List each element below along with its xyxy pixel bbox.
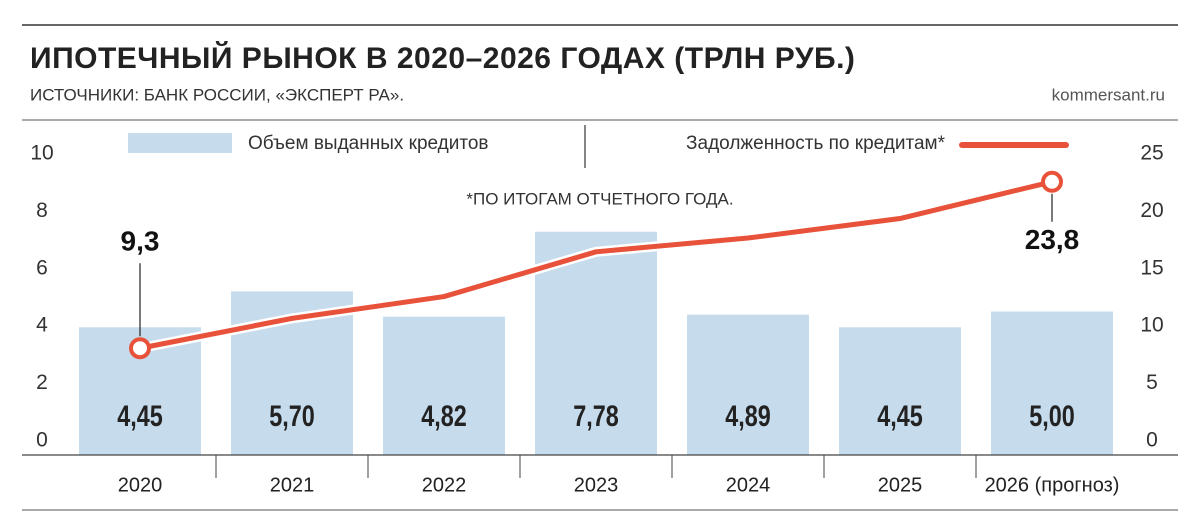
x-tick-label: 2021 <box>270 474 315 496</box>
bar <box>383 316 505 455</box>
x-tick-label: 2022 <box>422 474 467 496</box>
y2-tick-label: 0 <box>1146 429 1158 452</box>
x-tick-label: 2023 <box>574 474 619 496</box>
y-tick-label: 10 <box>30 142 53 165</box>
line-value-label: 23,8 <box>1025 224 1080 255</box>
x-tick-label: 2026 (прогноз) <box>985 474 1120 496</box>
x-tick-label: 2025 <box>878 474 923 496</box>
bar-value-label: 4,89 <box>725 399 771 432</box>
y2-tick-label: 15 <box>1140 256 1163 279</box>
y-tick-label: 8 <box>36 199 48 222</box>
chart-title: ИПОТЕЧНЫЙ РЫНОК В 2020–2026 ГОДАХ (ТРЛН … <box>30 41 855 75</box>
line <box>139 179 1053 351</box>
y2-tick-label: 20 <box>1140 199 1163 222</box>
legend-label: Объем выданных кредитов <box>248 133 489 154</box>
bar-value-label: 4,45 <box>117 399 163 432</box>
subtitle: ИСТОЧНИКИ: БАНК РОССИИ, «ЭКСПЕРТ РА». <box>30 85 404 104</box>
y2-tick-label: 5 <box>1146 371 1158 394</box>
legend-swatch <box>128 133 232 153</box>
y-tick-label: 6 <box>36 256 48 279</box>
annotation: *ПО ИТОГАМ ОТЧЕТНОГО ГОДА. <box>466 189 733 208</box>
y-tick-label: 2 <box>36 371 48 394</box>
bar <box>839 327 961 455</box>
y-tick-label: 4 <box>36 314 48 337</box>
line-value-label: 9,3 <box>121 226 160 257</box>
bar-value-label: 4,82 <box>421 399 467 432</box>
bar <box>687 314 809 455</box>
bar-value-label: 5,70 <box>269 399 315 432</box>
legend-label: Задолженность по кредитам* <box>686 133 946 154</box>
bar <box>991 311 1113 455</box>
x-tick-label: 2024 <box>726 474 771 496</box>
bar-value-label: 5,00 <box>1029 399 1075 432</box>
x-tick-label: 2020 <box>118 474 163 496</box>
y2-tick-label: 10 <box>1140 314 1163 337</box>
line-point <box>1041 170 1063 193</box>
source: kommersant.ru <box>1052 85 1165 104</box>
line-point <box>129 337 151 360</box>
y2-tick-label: 25 <box>1140 142 1163 165</box>
bar-value-label: 7,78 <box>573 399 619 432</box>
y-tick-label: 0 <box>36 429 48 452</box>
bar-value-label: 4,45 <box>877 399 923 432</box>
